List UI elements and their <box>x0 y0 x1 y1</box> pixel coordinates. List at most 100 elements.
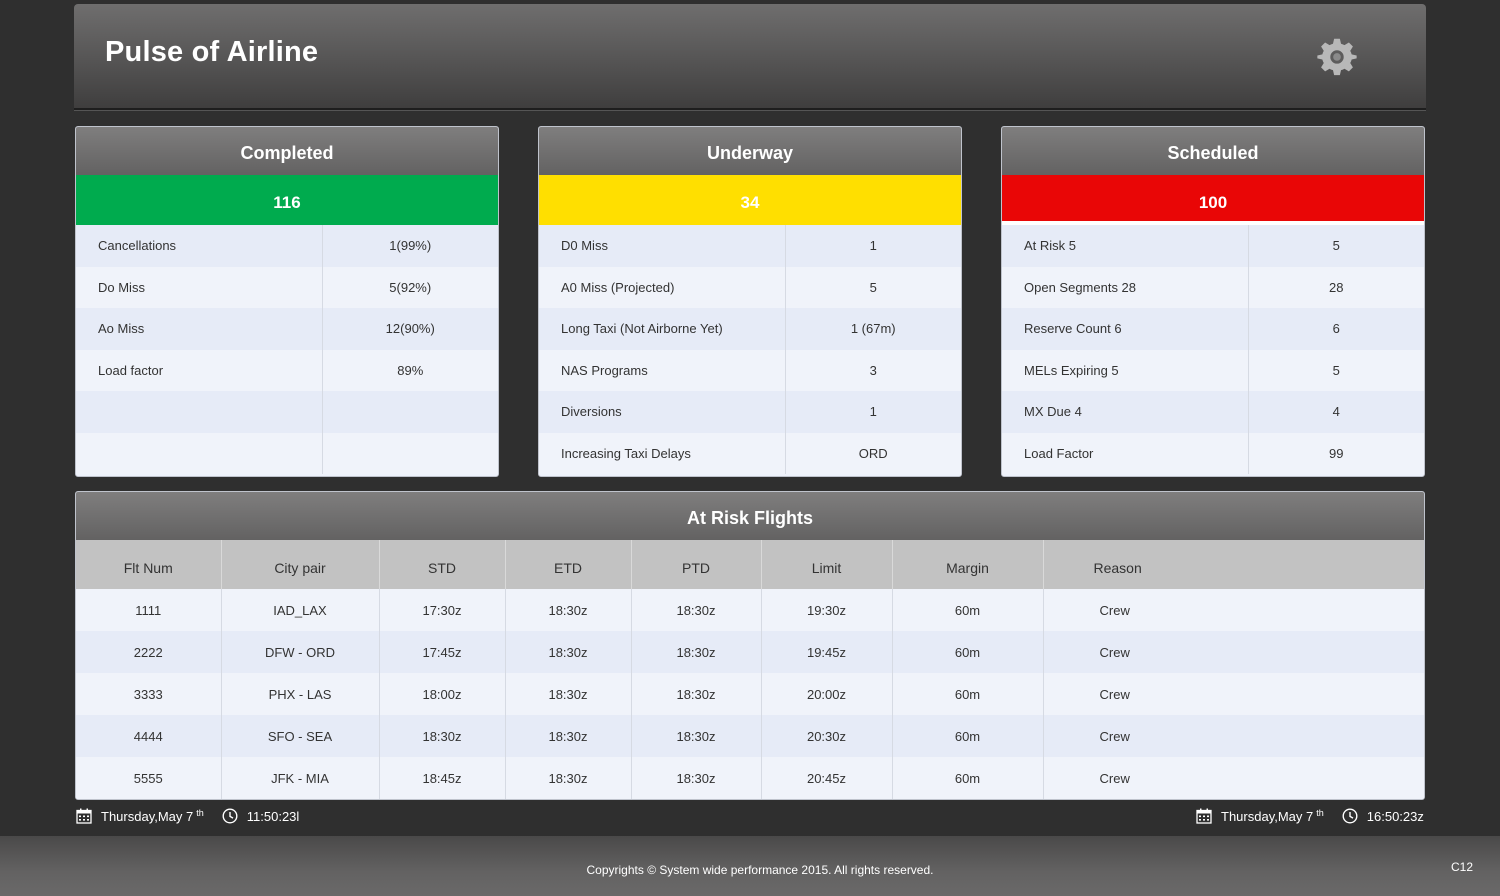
row-value: 12(90%) <box>322 308 498 350</box>
column-header[interactable]: STD <box>379 540 506 589</box>
scheduled-count: 100 <box>1002 175 1424 225</box>
cell: SFO - SEA <box>221 715 380 757</box>
zulu-time: 16:50:23z <box>1366 808 1424 824</box>
table-row: Ao Miss 12(90%) <box>76 308 498 350</box>
at-risk-flights-title: At Risk Flights <box>76 492 1424 540</box>
cell: 18:30z <box>505 673 632 715</box>
local-date: Thursday,May 7 <box>101 808 194 824</box>
completed-panel: Completed 116 Cancellations 1(99%) Do Mis… <box>75 126 499 477</box>
cell: 18:45z <box>379 757 506 799</box>
underway-panel: Underway 34 D0 Miss 1 A0 Miss (Projected)… <box>538 126 962 477</box>
row-label: MELs Expiring 5 <box>1002 349 1249 391</box>
table-row: Do Miss 5(92%) <box>76 266 498 308</box>
local-time: 11:50:23l <box>246 808 300 824</box>
column-header[interactable]: ETD <box>505 540 632 589</box>
calendar-icon <box>76 808 92 824</box>
table-row[interactable]: 4444 SFO - SEA 18:30z 18:30z 18:30z 20:30z 60m… <box>76 715 1424 757</box>
cell: 4444 <box>76 715 222 757</box>
column-header[interactable]: Reason <box>1043 540 1424 589</box>
row-value: 1 <box>785 225 961 267</box>
cell: 3333 <box>76 673 222 715</box>
column-header[interactable]: Margin <box>892 540 1044 589</box>
table-row: Increasing Taxi Delays ORD <box>539 432 961 474</box>
row-value <box>322 432 498 474</box>
cell: 20:30z <box>761 715 893 757</box>
table-row: NAS Programs 3 <box>539 349 961 391</box>
underway-count: 34 <box>539 175 961 225</box>
row-value: 3 <box>785 349 961 391</box>
cell: 2222 <box>76 631 222 673</box>
row-value: 4 <box>1248 391 1424 433</box>
underway-panel-title: Underway <box>539 127 961 175</box>
gear-icon[interactable] <box>1314 33 1360 79</box>
page-title: Pulse of Airline <box>105 36 319 68</box>
cell: 1111 <box>76 589 222 631</box>
cell: 19:45z <box>761 631 893 673</box>
cell: 60m <box>892 631 1044 673</box>
table-row[interactable]: 1111 IAD_LAX 17:30z 18:30z 18:30z 19:30z 60m Cr… <box>76 589 1424 631</box>
row-value: 5 <box>785 266 961 308</box>
cell: 5555 <box>76 757 222 799</box>
column-header[interactable]: PTD <box>631 540 762 589</box>
table-row: Load Factor 99 <box>1002 432 1424 474</box>
row-value: 1 (67m) <box>785 308 961 350</box>
row-label: At Risk 5 <box>1002 225 1249 267</box>
cell: Crew <box>1043 589 1424 631</box>
row-value <box>322 391 498 433</box>
cell: 18:30z <box>631 631 762 673</box>
table-row: Open Segments 28 28 <box>1002 266 1424 308</box>
row-label: Open Segments 28 <box>1002 266 1249 308</box>
zulu-date: Thursday,May 7 <box>1221 808 1314 824</box>
cell: 18:00z <box>379 673 506 715</box>
cell: 60m <box>892 715 1044 757</box>
table-row <box>76 391 498 433</box>
table-row: Cancellations 1(99%) <box>76 225 498 267</box>
cell: 20:00z <box>761 673 893 715</box>
cell: 20:45z <box>761 757 893 799</box>
table-row: Diversions 1 <box>539 391 961 433</box>
calendar-icon <box>1196 808 1212 824</box>
row-value: 5(92%) <box>322 266 498 308</box>
cell: 18:30z <box>505 757 632 799</box>
table-row: Long Taxi (Not Airborne Yet) 1 (67m) <box>539 308 961 350</box>
row-label <box>76 432 323 474</box>
column-header[interactable]: Limit <box>761 540 893 589</box>
cell: 18:30z <box>505 631 632 673</box>
cell: Crew <box>1043 673 1424 715</box>
row-value: 1(99%) <box>322 225 498 267</box>
row-label: D0 Miss <box>539 225 786 267</box>
cell: Crew <box>1043 757 1424 799</box>
completed-panel-title: Completed <box>76 127 498 175</box>
cell: 18:30z <box>631 673 762 715</box>
cell: 17:30z <box>379 589 506 631</box>
table-row[interactable]: 5555 JFK - MIA 18:45z 18:30z 18:30z 20:45z 60m… <box>76 757 1424 799</box>
completed-table: Cancellations 1(99%) Do Miss 5(92%) Ao Mis… <box>76 225 498 474</box>
cell: PHX - LAS <box>221 673 380 715</box>
column-header[interactable]: City pair <box>221 540 380 589</box>
row-value: 99 <box>1248 432 1424 474</box>
cell: 18:30z <box>631 589 762 631</box>
table-row[interactable]: 2222 DFW - ORD 17:45z 18:30z 18:30z 19:45z 60m… <box>76 631 1424 673</box>
footer: Copyrights © System wide performance 201… <box>0 836 1500 896</box>
cell: Crew <box>1043 631 1424 673</box>
table-row: A0 Miss (Projected) 5 <box>539 266 961 308</box>
row-label: Do Miss <box>76 266 323 308</box>
table-row[interactable]: 3333 PHX - LAS 18:00z 18:30z 18:30z 20:00z 60m… <box>76 673 1424 715</box>
underway-table: D0 Miss 1 A0 Miss (Projected) 5 Long Taxi … <box>539 225 961 474</box>
clock-icon <box>222 808 238 824</box>
cell: 18:30z <box>631 715 762 757</box>
app-header: Pulse of Airline <box>74 4 1426 110</box>
clock-icon <box>1342 808 1358 824</box>
cell: Crew <box>1043 715 1424 757</box>
table-row <box>76 432 498 474</box>
scheduled-panel-title: Scheduled <box>1002 127 1424 175</box>
footer-code: C12 <box>1450 860 1473 874</box>
row-value: 89% <box>322 349 498 391</box>
row-label <box>76 391 323 433</box>
column-header[interactable]: Flt Num <box>76 540 222 589</box>
row-label: A0 Miss (Projected) <box>539 266 786 308</box>
